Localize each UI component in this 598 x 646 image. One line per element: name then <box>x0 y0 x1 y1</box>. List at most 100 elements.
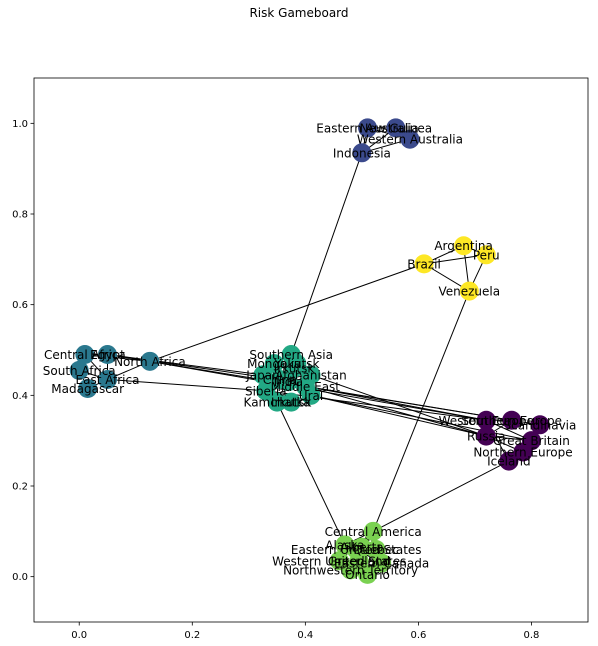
node-venezuela[interactable] <box>459 281 479 301</box>
node-argentina[interactable] <box>454 236 474 256</box>
node-ontario[interactable] <box>358 564 378 584</box>
node-label-indonesia: Indonesia <box>333 146 391 160</box>
node-label-argentina: Argentina <box>434 239 493 253</box>
node-label-new-guinea: New Guinea <box>360 121 433 135</box>
node-label-northwestern-territory: Northwestern Territory <box>283 563 418 577</box>
y-tick-label: 0.6 <box>12 300 28 311</box>
node-madagascar[interactable] <box>78 379 98 399</box>
node-label-india: India <box>274 375 303 389</box>
node-label-eastern-australia: Eastern Australia <box>316 121 419 135</box>
x-tick-label: 0.2 <box>184 630 200 641</box>
y-tick-label: 0.0 <box>12 572 28 583</box>
node-label-north-africa: North Africa <box>114 355 186 369</box>
chart-title: Risk Gameboard <box>249 6 348 20</box>
node-label-venezuela: Venezuela <box>438 285 500 299</box>
node-iceland[interactable] <box>499 451 519 471</box>
node-irkutsk[interactable] <box>281 392 301 412</box>
node-label-alberta: Alberta <box>340 541 384 555</box>
y-tick-label: 1.0 <box>12 119 28 130</box>
node-label-madagascar: Madagascar <box>51 382 124 396</box>
node-egypt[interactable] <box>97 345 117 365</box>
node-south-africa[interactable] <box>69 360 89 380</box>
node-label-mongolia: Mongolia <box>247 357 301 371</box>
node-eastern-australia[interactable] <box>358 118 378 138</box>
node-indonesia[interactable] <box>352 143 372 163</box>
x-tick-label: 0.0 <box>71 630 87 641</box>
node-label-quebec: Quebec <box>353 543 399 557</box>
node-label-western-united-states: Western United States <box>272 554 406 568</box>
node-label-egypt: Egypt <box>90 348 125 362</box>
node-southern-europe[interactable] <box>502 410 522 430</box>
node-north-africa[interactable] <box>140 351 160 371</box>
node-label-central-africa: Central Africa <box>44 348 126 362</box>
node-label-central-america: Central America <box>325 525 422 539</box>
node-eastern-canada[interactable] <box>372 553 392 573</box>
node-western-australia[interactable] <box>400 129 420 149</box>
node-russia[interactable] <box>476 426 496 446</box>
node-label-kamchatka: Kamchatka <box>244 396 311 410</box>
node-label-afghanistan: Afghanistan <box>275 368 346 382</box>
y-axis: 0.0 0.2 0.4 0.6 0.8 1.0 <box>12 119 34 583</box>
node-label-peru: Peru <box>473 248 500 262</box>
node-label-great-britain: Great Britain <box>493 434 570 448</box>
node-label-china: China <box>263 373 297 387</box>
node-label-scandinavia: Scandinavia <box>504 418 577 432</box>
node-label-irkutsk: Irkutsk <box>274 362 315 376</box>
node-ural[interactable] <box>301 385 321 405</box>
node-label-east-africa: East Africa <box>76 373 140 387</box>
edge-central-africa-north-africa <box>84 354 150 362</box>
y-tick-label: 0.8 <box>12 210 28 221</box>
node-label-greenland: Greenland <box>328 554 390 568</box>
node-label-southern-asia: Southern Asia <box>249 348 333 362</box>
node-central-africa[interactable] <box>75 345 95 365</box>
node-label-russia: Russia <box>467 430 506 444</box>
x-tick-label: 0.4 <box>297 630 313 641</box>
node-label-western-australia: Western Australia <box>357 133 463 147</box>
x-tick-label: 0.8 <box>524 630 540 641</box>
node-label-middle-east: Middle East <box>271 380 341 394</box>
edge-brazil-north-africa <box>149 263 425 362</box>
node-new-guinea[interactable] <box>386 118 406 138</box>
node-label-japan: Japan <box>245 368 279 382</box>
node-label-eastern-canada: Eastern Canada <box>334 557 429 571</box>
edge-middle-east-southern-europe <box>305 385 512 421</box>
node-japan[interactable] <box>253 365 273 385</box>
node-label-alaska: Alaska <box>325 538 364 552</box>
node-scandinavia[interactable] <box>530 415 550 435</box>
node-label-siberia: Siberia <box>245 384 287 398</box>
node-label-south-africa: South Africa <box>43 364 116 378</box>
node-northwestern-territory[interactable] <box>341 560 361 580</box>
x-axis: 0.0 0.2 0.4 0.6 0.8 <box>71 622 539 641</box>
node-label-southern-europe: Southern Europe <box>461 414 562 428</box>
node-label-northern-europe: Northern Europe <box>473 446 572 460</box>
node-label-ural: Ural <box>299 389 323 403</box>
edge-indonesia-southern-asia <box>290 152 363 355</box>
node-label-eastern-united-states: Eastern United States <box>291 543 422 557</box>
node-central-america[interactable] <box>363 521 383 541</box>
x-tick-label: 0.6 <box>410 630 426 641</box>
node-label-yakutsk: Yakutsk <box>273 357 319 371</box>
edge-kamchatka-alaska <box>276 401 346 546</box>
node-label-irkutsk: Irkutsk <box>271 396 312 410</box>
node-peru[interactable] <box>476 245 496 265</box>
axes-frame <box>33 77 589 623</box>
edge-india-russia <box>288 381 487 437</box>
edge-east-africa-siberia <box>107 378 266 392</box>
node-brazil[interactable] <box>414 254 434 274</box>
node-east-africa[interactable] <box>97 369 117 389</box>
node-northern-europe[interactable] <box>513 442 533 462</box>
y-tick-label: 0.2 <box>12 482 28 493</box>
node-label-western-europe: Western Europe <box>439 414 534 428</box>
edge-iceland-central-america <box>372 460 510 532</box>
node-kamchatka[interactable] <box>267 392 287 412</box>
node-label-ontario: Ontario <box>345 568 390 582</box>
edge-afghanistan-russia <box>310 374 487 437</box>
node-india[interactable] <box>278 372 298 392</box>
node-label-brazil: Brazil <box>407 257 441 271</box>
edge-egypt-china <box>107 354 280 380</box>
node-western-europe[interactable] <box>476 410 496 430</box>
y-tick-label: 0.4 <box>12 391 28 402</box>
edge-middle-east-western-europe <box>305 385 487 421</box>
